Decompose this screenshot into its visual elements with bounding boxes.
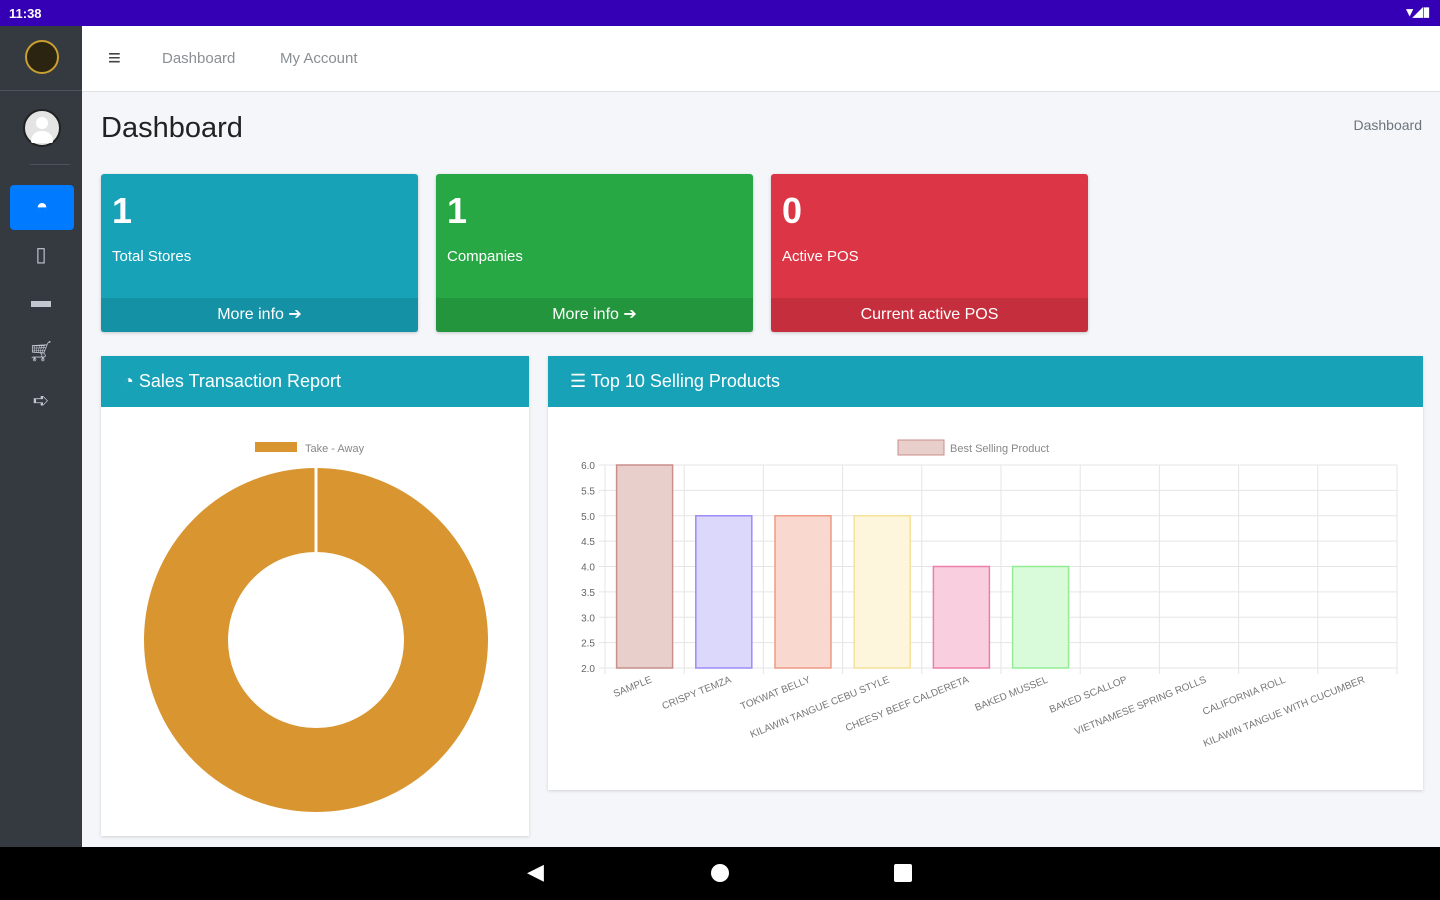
y-tick-label: 6.0 xyxy=(581,461,595,472)
brand-logo[interactable] xyxy=(25,40,59,74)
sidebar: ◓ ▯ ▬ 🛒︎ ➪ xyxy=(0,26,82,847)
status-time: 11:38 xyxy=(9,6,42,21)
more-info-link[interactable]: More info ➔ xyxy=(436,298,753,332)
android-nav-bar: ◀ xyxy=(0,847,1440,900)
info-box-active-pos: 0 Active POS Current active POS xyxy=(771,174,1088,332)
footer-label: More info xyxy=(552,306,619,323)
bar xyxy=(774,515,832,669)
x-tick-label: KILAWIN TANGUE CEBU STYLE xyxy=(749,674,892,740)
nav-pos[interactable]: ▬ xyxy=(0,290,82,313)
status-icons: ▾◢▮ xyxy=(1406,4,1430,19)
info-box-value: 1 xyxy=(112,190,133,231)
bar xyxy=(695,515,753,669)
sales-transaction-card: ◔ Sales Transaction Report Take - Away xyxy=(101,356,529,836)
y-tick-label: 4.5 xyxy=(581,537,595,548)
tachometer-icon: ◓ xyxy=(35,196,49,218)
nav-logout[interactable]: ➪ xyxy=(0,388,82,413)
info-box-companies: 1 Companies More info ➔ xyxy=(436,174,753,332)
hamburger-icon[interactable]: ≡ xyxy=(108,45,121,70)
x-tick-label: TOKWAT BELLY xyxy=(739,674,812,712)
y-tick-label: 4.0 xyxy=(581,563,595,574)
footer-label: Current active POS xyxy=(860,306,999,323)
x-tick-label: VIETNAMESE SPRING ROLLS xyxy=(1073,674,1208,737)
bar xyxy=(853,515,911,669)
y-tick-label: 3.5 xyxy=(581,588,595,599)
legend-label: Best Selling Product xyxy=(950,443,1049,455)
card-header: ☰ Top 10 Selling Products xyxy=(548,356,1423,407)
card-title: Top 10 Selling Products xyxy=(590,371,780,391)
sign-out-icon: ➪ xyxy=(32,390,50,412)
info-box-label: Active POS xyxy=(782,248,859,265)
bar xyxy=(615,464,674,669)
nav-link-my-account[interactable]: My Account xyxy=(280,50,358,67)
cart-icon: 🛒︎ xyxy=(28,341,54,363)
nav-stores[interactable]: ▯ xyxy=(0,242,82,267)
home-icon[interactable] xyxy=(711,864,729,882)
arrow-circle-right-icon: ➔ xyxy=(288,306,302,323)
list-icon: ☰ xyxy=(570,371,587,391)
top-selling-card: ☰ Top 10 Selling Products Best Selling P… xyxy=(548,356,1423,790)
footer-label: More info xyxy=(217,306,284,323)
card-header: ◔ Sales Transaction Report xyxy=(101,356,529,407)
legend-swatch xyxy=(897,439,945,456)
current-active-pos-link[interactable]: Current active POS xyxy=(771,298,1088,332)
bar xyxy=(1011,565,1070,669)
doughnut-chart: Take - Away xyxy=(144,442,488,812)
pie-chart-icon: ◔ xyxy=(123,371,134,391)
y-tick-label: 5.0 xyxy=(581,512,595,523)
info-box-stores: 1 Total Stores More info ➔ xyxy=(101,174,418,332)
status-bar: 11:38 ▾◢▮ xyxy=(0,0,1440,26)
page-title: Dashboard xyxy=(101,112,243,144)
x-tick-label: SAMPLE xyxy=(612,674,654,700)
building-icon: ▯ xyxy=(35,244,47,266)
y-tick-label: 5.5 xyxy=(581,486,595,497)
recents-icon[interactable] xyxy=(894,864,912,882)
info-box-label: Companies xyxy=(447,248,523,265)
legend-swatch xyxy=(255,442,297,452)
back-icon[interactable]: ◀ xyxy=(527,859,544,884)
y-tick-label: 2.5 xyxy=(581,639,595,650)
arrow-circle-right-icon: ➔ xyxy=(623,306,637,323)
nav-dashboard[interactable]: ◓ xyxy=(10,185,74,230)
y-tick-label: 3.0 xyxy=(581,613,595,624)
cash-register-icon: ▬ xyxy=(31,290,51,312)
x-tick-label: BAKED MUSSEL xyxy=(973,674,1050,714)
y-tick-label: 2.0 xyxy=(581,664,595,675)
user-avatar[interactable] xyxy=(23,109,61,147)
bar xyxy=(932,565,991,669)
legend-label[interactable]: Take - Away xyxy=(305,443,365,455)
info-box-label: Total Stores xyxy=(112,248,192,265)
top-navbar: ≡ Dashboard My Account xyxy=(82,26,1440,92)
info-box-value: 1 xyxy=(447,190,468,231)
info-box-value: 0 xyxy=(782,190,803,231)
nav-cart[interactable]: 🛒︎ xyxy=(0,339,82,364)
nav-link-dashboard[interactable]: Dashboard xyxy=(162,50,236,67)
bar-chart: Best Selling Product 2.0 2.5 3.0 3.5 4.0 4.5 5.… xyxy=(581,439,1398,750)
breadcrumb: Dashboard xyxy=(1353,117,1423,133)
x-tick-label: CRISPY TEMZA xyxy=(661,674,734,712)
card-title: Sales Transaction Report xyxy=(138,371,341,391)
more-info-link[interactable]: More info ➔ xyxy=(101,298,418,332)
